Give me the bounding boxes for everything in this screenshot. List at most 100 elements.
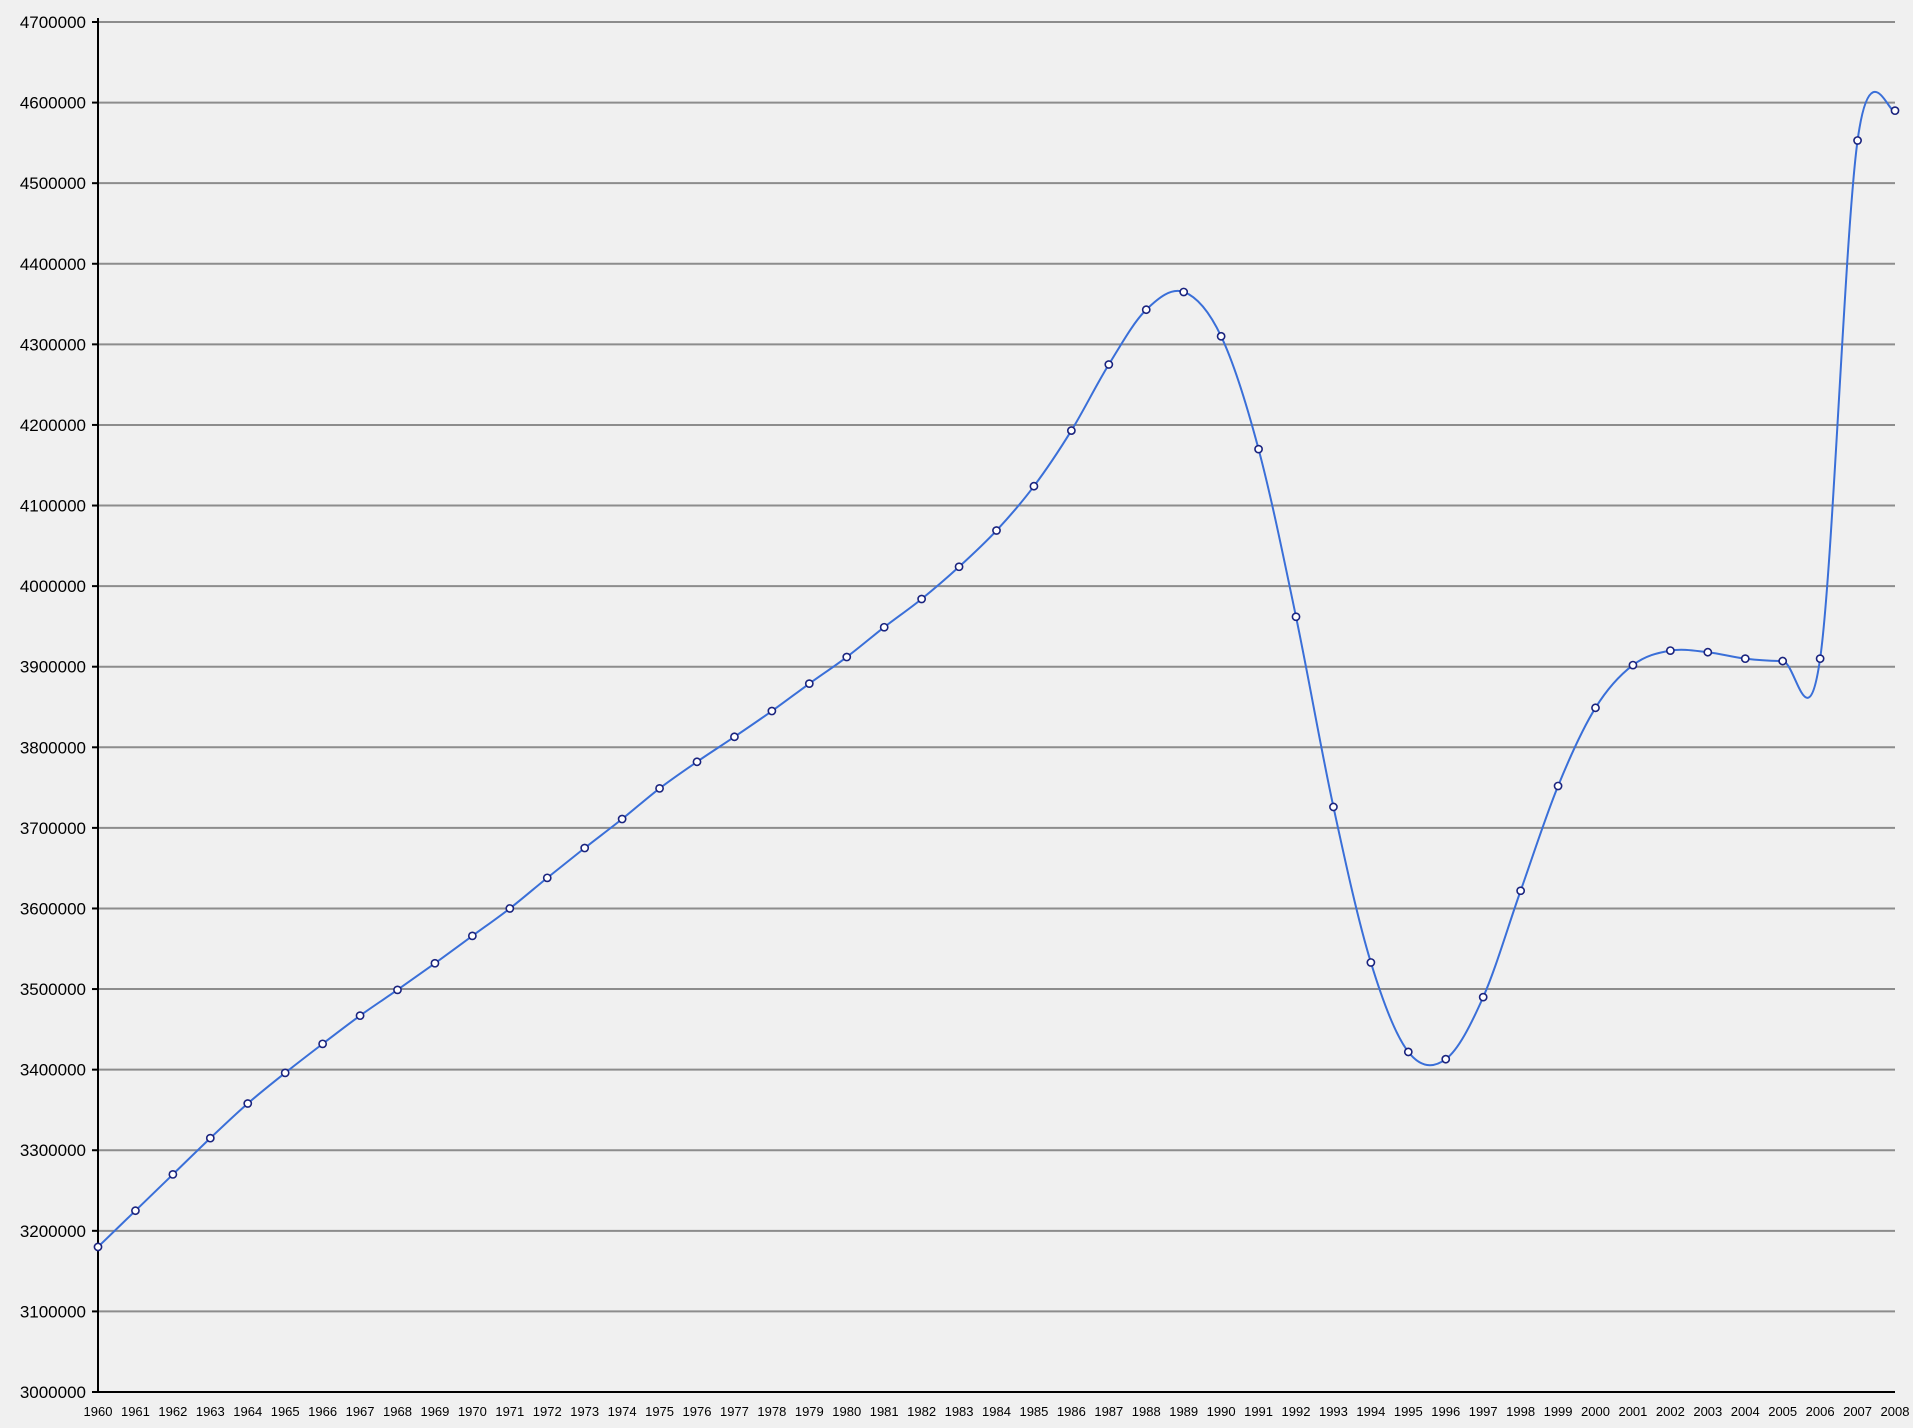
x-tick-label: 1981	[870, 1404, 899, 1419]
axes	[92, 18, 1895, 1393]
x-tick-label: 1974	[608, 1404, 637, 1419]
data-point-1970	[467, 931, 477, 941]
y-tick-label: 3500000	[20, 980, 86, 999]
x-tick-label: 1977	[720, 1404, 749, 1419]
data-point-2003	[1703, 647, 1713, 657]
x-tick-label: 1971	[495, 1404, 524, 1419]
data-point-1985	[1029, 481, 1039, 491]
data-point-1989	[1179, 287, 1189, 297]
x-tick-label: 2005	[1768, 1404, 1797, 1419]
data-point-1966	[318, 1039, 328, 1049]
x-tick-label: 1994	[1356, 1404, 1385, 1419]
x-tick-label: 1964	[233, 1404, 262, 1419]
y-tick-label: 4100000	[20, 497, 86, 516]
y-tick-label: 4600000	[20, 94, 86, 113]
y-tick-label: 3600000	[20, 899, 86, 918]
x-tick-label: 2003	[1693, 1404, 1722, 1419]
data-point-2001	[1628, 660, 1638, 670]
data-point-2004	[1740, 654, 1750, 664]
x-tick-label: 1997	[1469, 1404, 1498, 1419]
data-point-2000	[1591, 703, 1600, 713]
x-tick-label: 1988	[1132, 1404, 1161, 1419]
data-point-2008	[1890, 106, 1900, 116]
x-tick-label: 1983	[945, 1404, 974, 1419]
x-tick-label: 1985	[1019, 1404, 1048, 1419]
y-tick-label: 4300000	[20, 335, 86, 354]
data-point-1965	[280, 1068, 290, 1078]
data-point-1987	[1104, 360, 1114, 369]
x-tick-label: 2007	[1843, 1404, 1872, 1419]
x-tick-label: 1998	[1506, 1404, 1535, 1419]
gridlines	[98, 21, 1895, 1313]
y-tick-label: 3300000	[20, 1141, 86, 1160]
y-tick-label: 4400000	[20, 255, 86, 274]
y-tick-label: 4200000	[20, 416, 86, 435]
data-point-1971	[505, 904, 515, 913]
x-tick-label: 1970	[458, 1404, 487, 1419]
x-tick-label: 1968	[383, 1404, 412, 1419]
x-tick-label: 1960	[84, 1404, 113, 1419]
x-tick-label: 1973	[570, 1404, 599, 1419]
x-tick-label: 1986	[1057, 1404, 1086, 1419]
data-point-1968	[393, 985, 402, 995]
x-tick-label: 1972	[533, 1404, 562, 1419]
series	[97, 90, 1896, 1248]
data-point-1961	[131, 1206, 140, 1216]
x-tick-label: 2008	[1881, 1404, 1910, 1419]
x-tick-label: 1961	[121, 1404, 150, 1419]
data-point-2006	[1815, 654, 1825, 664]
data-point-1999	[1553, 781, 1563, 791]
data-point-1982	[917, 594, 927, 604]
data-point-1979	[804, 679, 814, 689]
data-point-1990	[1216, 331, 1226, 341]
data-point-1975	[655, 783, 664, 793]
data-point-1974	[617, 814, 627, 824]
y-tick-label: 4500000	[20, 174, 86, 193]
x-tick-label: 1966	[308, 1404, 337, 1419]
data-point-1969	[430, 958, 440, 968]
data-point-1988	[1141, 305, 1151, 315]
data-point-1984	[992, 526, 1001, 535]
data-point-2002	[1665, 646, 1675, 655]
data-point-2007	[1853, 136, 1862, 145]
x-tick-label: 1982	[907, 1404, 936, 1419]
x-tick-label: 1993	[1319, 1404, 1348, 1419]
x-tick-label: 2000	[1581, 1404, 1610, 1419]
data-point-1993	[1329, 802, 1338, 812]
data-point-1997	[1478, 992, 1488, 1002]
y-tick-label: 3400000	[20, 1061, 86, 1080]
x-tick-label: 1980	[832, 1404, 861, 1419]
data-point-1960	[93, 1242, 103, 1252]
x-tick-label: 1969	[420, 1404, 449, 1419]
data-point-1995	[1403, 1047, 1413, 1057]
y-tick-label: 4000000	[20, 577, 86, 596]
x-tick-label: 1975	[645, 1404, 674, 1419]
data-point-1983	[954, 562, 964, 572]
data-point-1991	[1254, 444, 1263, 454]
data-point-1998	[1516, 886, 1526, 896]
data-point-1986	[1066, 426, 1076, 435]
data-point-1972	[542, 873, 552, 883]
data-point-1978	[767, 706, 777, 716]
data-point-1976	[692, 757, 702, 767]
data-point-1964	[243, 1099, 253, 1108]
x-tick-label: 2006	[1806, 1404, 1835, 1419]
data-point-1967	[355, 1011, 365, 1021]
x-tick-label: 1979	[795, 1404, 824, 1419]
x-tick-label: 1978	[757, 1404, 786, 1419]
x-tick-label: 1992	[1282, 1404, 1311, 1419]
x-tick-label: 1965	[271, 1404, 300, 1419]
x-tick-label: 1989	[1169, 1404, 1198, 1419]
x-tick-label: 1987	[1094, 1404, 1123, 1419]
y-tick-label: 3200000	[20, 1222, 86, 1241]
y-tick-label: 4700000	[20, 13, 86, 32]
x-tick-label: 1976	[683, 1404, 712, 1419]
x-tick-label: 2004	[1731, 1404, 1760, 1419]
x-tick-label: 1963	[196, 1404, 225, 1419]
x-tick-label: 1999	[1544, 1404, 1573, 1419]
x-tick-label: 1967	[346, 1404, 375, 1419]
data-point-1973	[580, 843, 590, 853]
data-point-2005	[1778, 656, 1788, 666]
